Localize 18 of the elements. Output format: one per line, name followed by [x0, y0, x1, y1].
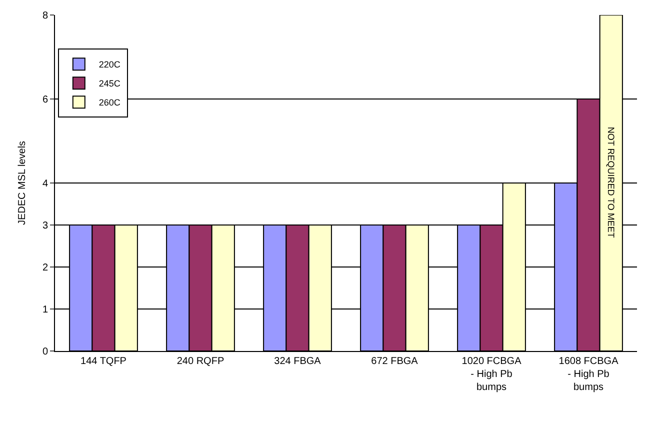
- y-tick-label: 3: [42, 220, 48, 232]
- legend-label: 245C: [98, 78, 121, 89]
- y-tick-label: 0: [42, 346, 48, 358]
- legend-label: 220C: [98, 60, 121, 70]
- y-tick-label: 4: [42, 178, 48, 190]
- x-tick-label: 144 TQFP: [80, 356, 127, 367]
- x-tick-label: 240 RQFP: [176, 356, 224, 367]
- y-tick-label: 8: [42, 10, 48, 22]
- x-tick-label: 672 FBGA: [371, 356, 418, 367]
- y-axis-title: JEDEC MSL levels: [17, 140, 28, 226]
- legend-label: 260C: [98, 98, 121, 108]
- x-tick-label: 324 FBGA: [274, 356, 322, 367]
- annotation: NOT REQUIRED TO MEET: [606, 126, 616, 238]
- y-tick-label: 6: [42, 94, 48, 106]
- x-tick-label: 1608 FCBGA - High Pb bumps: [558, 356, 619, 393]
- y-tick-label: 2: [42, 262, 48, 274]
- y-tick-label: 1: [42, 304, 48, 316]
- x-tick-label: 1020 FCBGA - High Pb bumps: [462, 356, 522, 393]
